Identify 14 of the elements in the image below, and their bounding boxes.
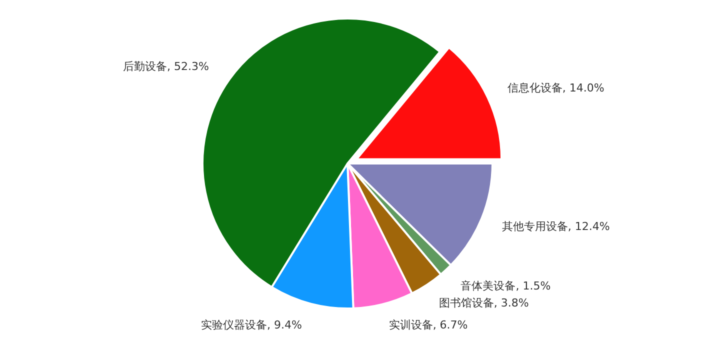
data-label: , 3.8% — [494, 296, 529, 310]
data-label: , 1.5% — [516, 279, 551, 292]
slice-label: 图书馆设备 — [438, 296, 494, 310]
slice-label: 实验仪器设备 — [201, 318, 268, 332]
slice-label: 音体美设备 — [460, 279, 516, 292]
slice-label: 实训设备 — [388, 318, 433, 332]
data-label: , 12.4% — [568, 220, 610, 234]
data-label: , 52.3% — [167, 60, 209, 74]
slice-label: 后勤设备 — [123, 60, 168, 74]
data-label: , 14.0% — [562, 82, 604, 95]
slice-label: 其他专用设备 — [502, 220, 568, 234]
slice-label: 信息化设备 — [507, 82, 562, 95]
data-label: , 9.4% — [267, 318, 302, 332]
data-label: , 6.7% — [432, 318, 468, 332]
